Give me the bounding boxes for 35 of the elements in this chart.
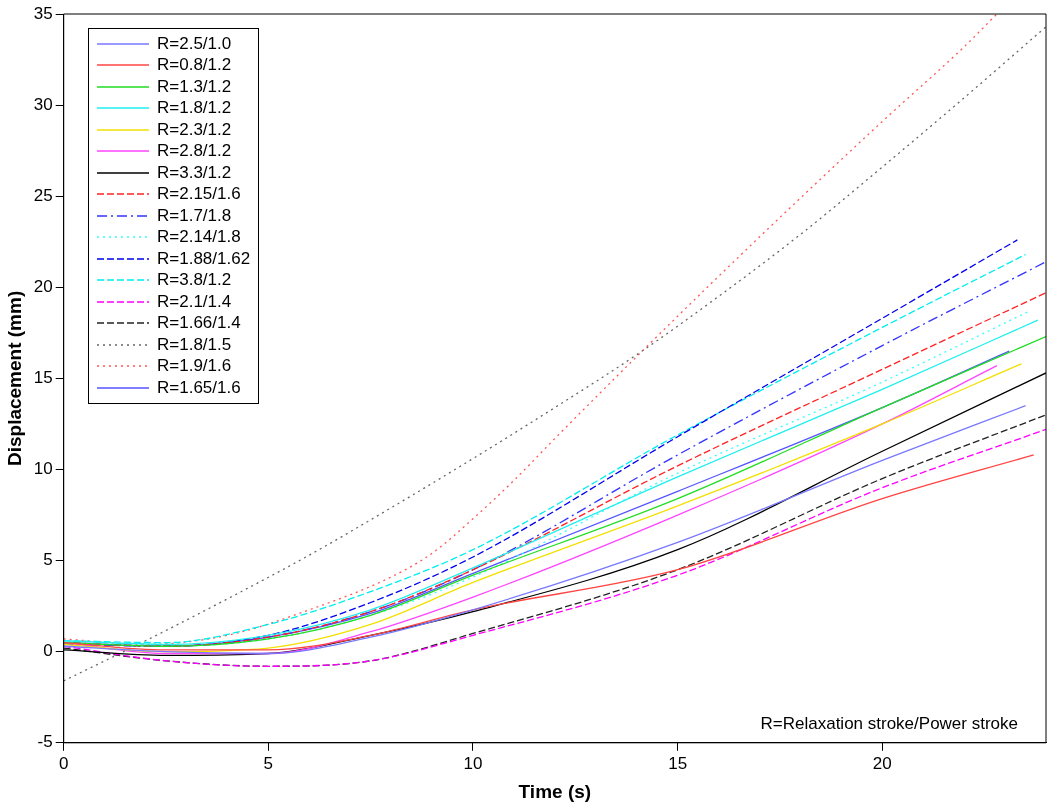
y-tick-label: 20 bbox=[33, 276, 53, 296]
legend-label: R=1.88/1.62 bbox=[157, 248, 251, 269]
legend-label: R=2.3/1.2 bbox=[157, 119, 232, 140]
y-tick-label: 30 bbox=[33, 94, 53, 114]
x-axis-title: Time (s) bbox=[518, 780, 592, 802]
x-tick-label: 5 bbox=[263, 753, 274, 773]
annotation: R=Relaxation stroke/Power stroke bbox=[760, 713, 1018, 733]
legend-label: R=1.8/1.5 bbox=[157, 334, 232, 355]
y-tick-label: -5 bbox=[37, 732, 53, 752]
legend-label: R=1.66/1.4 bbox=[157, 313, 241, 334]
y-tick-label: 0 bbox=[43, 641, 53, 661]
x-tick-label: 20 bbox=[872, 753, 892, 773]
legend-label: R=2.8/1.2 bbox=[157, 141, 232, 162]
y-tick-label: 35 bbox=[33, 3, 53, 23]
legend-label: R=2.14/1.8 bbox=[157, 227, 241, 248]
legend-label: R=2.5/1.0 bbox=[157, 33, 232, 54]
legend-label: R=0.8/1.2 bbox=[157, 55, 232, 76]
legend-label: R=2.15/1.6 bbox=[157, 184, 241, 205]
x-tick-label: 10 bbox=[463, 753, 483, 773]
y-tick-label: 5 bbox=[43, 550, 53, 570]
legend-label: R=1.3/1.2 bbox=[157, 76, 232, 97]
x-tick-label: 0 bbox=[58, 753, 69, 773]
legend-label: R=1.65/1.6 bbox=[157, 377, 241, 398]
y-tick-label: 25 bbox=[33, 185, 53, 205]
legend-label: R=2.1/1.4 bbox=[157, 291, 232, 312]
legend-label: R=3.3/1.2 bbox=[157, 162, 232, 183]
legend-label: R=1.8/1.2 bbox=[157, 98, 232, 119]
line-series bbox=[63, 454, 1035, 651]
legend-label: R=1.7/1.8 bbox=[157, 205, 232, 226]
y-tick-label: 15 bbox=[33, 368, 53, 388]
legend-label: R=1.9/1.6 bbox=[157, 356, 232, 377]
x-tick-label: 15 bbox=[668, 753, 688, 773]
y-axis-title: Displacement (mm) bbox=[3, 290, 25, 467]
y-tick-label: 10 bbox=[33, 459, 53, 479]
legend-label: R=3.8/1.2 bbox=[157, 270, 232, 291]
